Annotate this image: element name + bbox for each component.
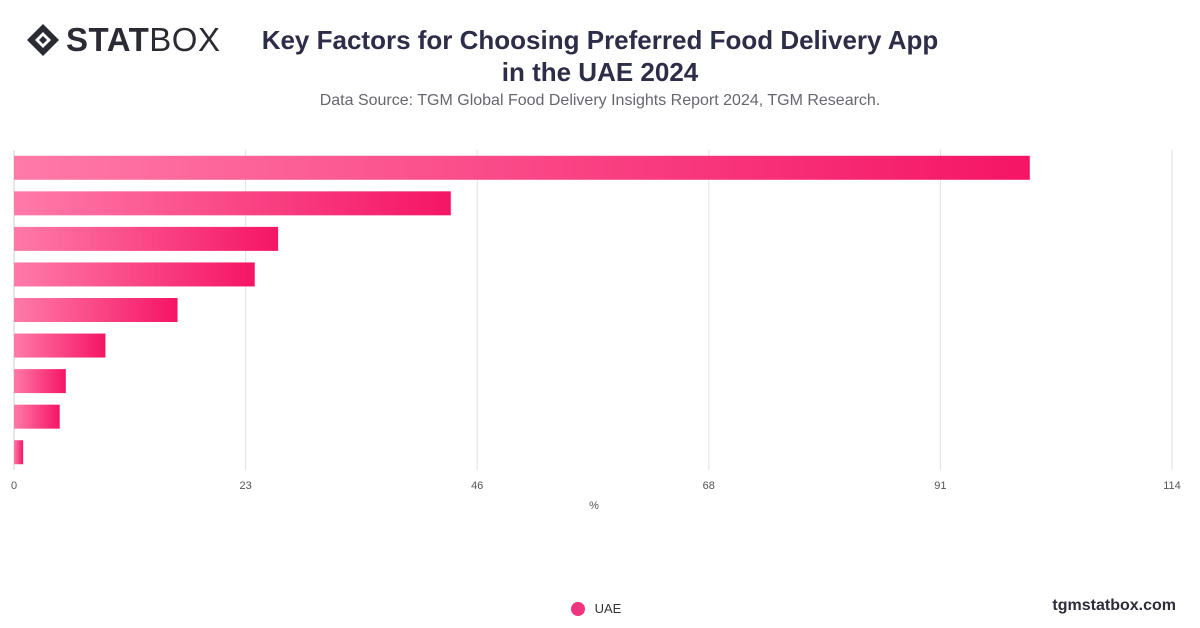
bar-chart: 0 23 46 68 91 114 % [11,150,1181,512]
bar[interactable] [14,226,279,251]
x-tick-label: 46 [471,480,483,492]
chart-subtitle: Data Source: TGM Global Food Delivery In… [319,92,881,109]
bar[interactable] [14,404,60,429]
logo-light-text: BOX [149,21,221,58]
x-tick-label: 0 [11,480,17,492]
chart-title: Key Factors for Choosing Preferred Food … [0,24,1200,88]
logo-bold-text: STAT [66,21,150,58]
x-tick-label: 68 [703,480,715,492]
logo-wordmark: STATBOX [66,22,220,58]
statbox-logo: STATBOX [26,22,220,58]
bar[interactable] [14,369,66,394]
x-tick-label: 114 [1163,480,1181,492]
bar[interactable] [14,262,255,287]
bar[interactable] [14,298,178,322]
chart-legend[interactable]: UAE [0,601,1200,616]
legend-marker-uae [570,601,585,616]
footer-site: tgmstatbox.com [1052,597,1176,614]
chart-title-line-2: in the UAE 2024 [501,57,699,87]
x-tick-label: 23 [239,480,251,492]
x-tick-label: 91 [934,480,946,492]
legend-label-uae: UAE [594,601,622,616]
bar[interactable] [14,333,106,358]
statbox-logo-icon [27,24,59,56]
bar[interactable] [14,440,24,465]
x-axis-label: % [589,500,599,512]
chart-title-line-1: Key Factors for Choosing Preferred Food … [261,25,939,55]
bar[interactable] [14,191,451,216]
bar[interactable] [14,155,1030,180]
